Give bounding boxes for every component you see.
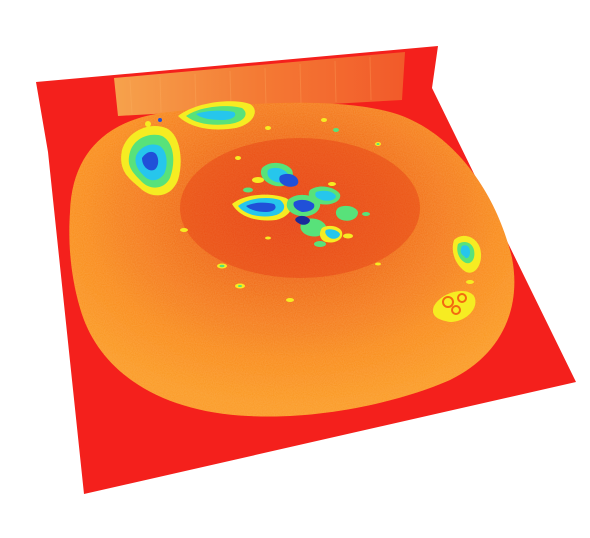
dome-surface bbox=[69, 102, 515, 417]
scattered-spots bbox=[180, 118, 381, 302]
back-wall-streaks bbox=[129, 56, 372, 115]
feature-right-edge bbox=[432, 235, 482, 322]
feature-center bbox=[232, 162, 370, 247]
back-wall bbox=[114, 52, 405, 116]
feature-top-left bbox=[121, 101, 255, 196]
